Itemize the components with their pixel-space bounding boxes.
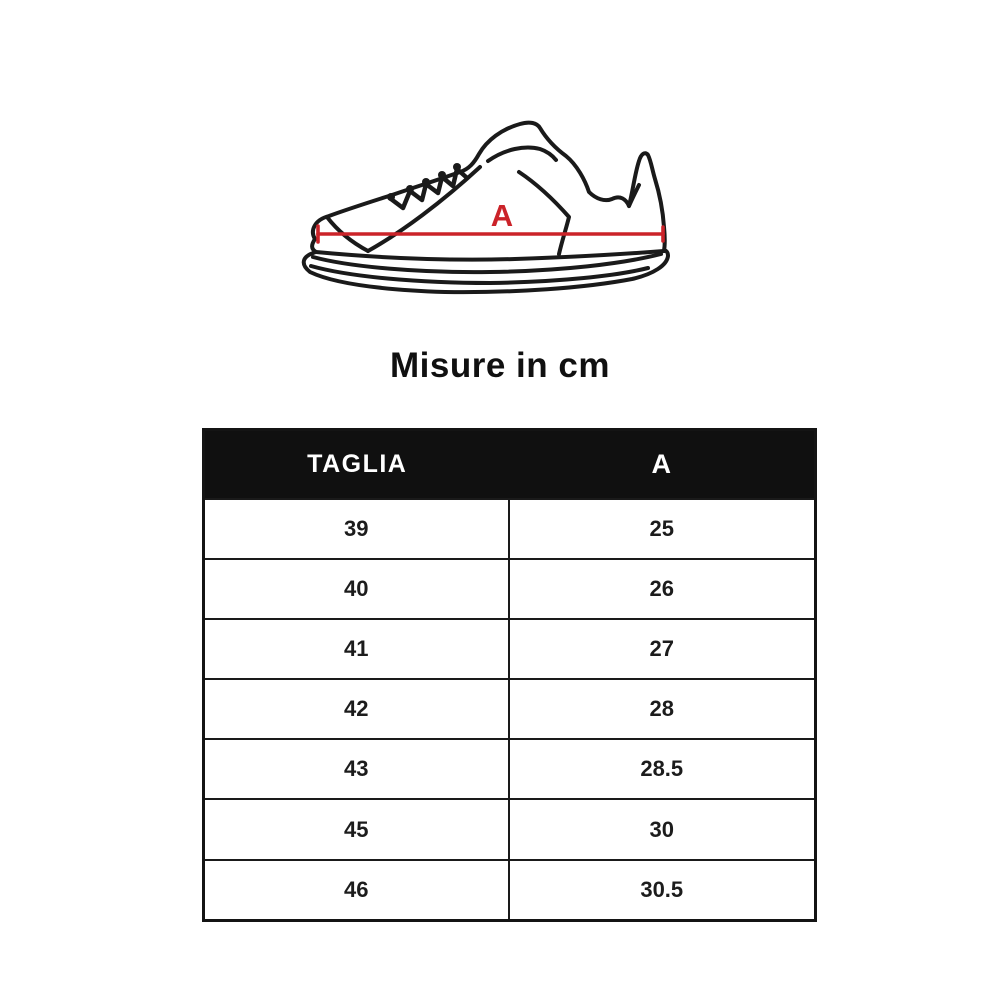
cell-a: 28.5 [640, 756, 684, 782]
table-row: 45 30 [205, 798, 814, 859]
column-header-taglia: TAGLIA [307, 450, 408, 478]
column-header-a: A [651, 449, 672, 479]
measurement-label-a: A [491, 198, 513, 233]
cell-taglia: 46 [205, 860, 510, 919]
lace-dots [387, 163, 461, 201]
cell-taglia: 41 [205, 620, 510, 679]
sneaker-illustration: A [290, 105, 710, 305]
cell-taglia: 45 [205, 800, 510, 859]
table-row: 46 30.5 [205, 858, 814, 919]
cell-a: 30 [649, 816, 674, 842]
cell-a: 26 [649, 576, 674, 602]
cell-a: 27 [649, 636, 674, 662]
sneaker-svg: A [301, 120, 670, 295]
sneaker-outline [301, 120, 670, 295]
cell-taglia: 40 [205, 560, 510, 619]
cell-taglia: 42 [205, 680, 510, 739]
cell-taglia: 43 [205, 740, 510, 799]
cell-a: 25 [649, 516, 674, 542]
table-row: 40 26 [205, 558, 814, 619]
table-row: 43 28.5 [205, 738, 814, 799]
cell-taglia: 39 [205, 500, 510, 559]
table-row: 39 25 [205, 498, 814, 559]
size-chart-title: Misure in cm [390, 346, 610, 385]
table-row: 41 27 [205, 618, 814, 679]
cell-a: 30.5 [640, 876, 684, 902]
table-row: 42 28 [205, 678, 814, 739]
size-table: TAGLIA A 39 25 40 26 41 27 42 28 43 28.5… [202, 428, 817, 922]
measurement-line-a [316, 224, 665, 244]
size-table-header: TAGLIA A [205, 431, 814, 498]
cell-a: 28 [649, 696, 674, 722]
